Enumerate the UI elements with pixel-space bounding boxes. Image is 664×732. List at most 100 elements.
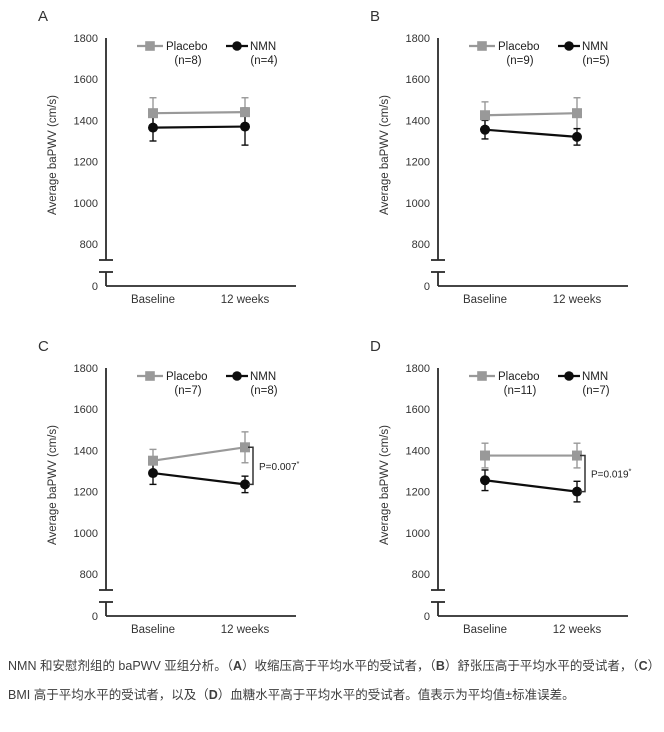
panel-a: A 1800 1600 1400 1200 1000 800 0 Baseline 12 week… [0,0,332,330]
x-category-label: Baseline [131,294,175,306]
y-tick-label: 1200 [406,157,430,169]
y-tick-label: 1600 [74,74,98,86]
legend-nmn-n: (n=8) [250,385,277,397]
p-value-asterisk: * [629,467,632,476]
panel-letter: C [38,338,49,355]
legend-placebo-n: (n=7) [174,385,201,397]
caption-panel-ref: D [208,688,218,702]
x-category-label: 12 weeks [221,624,270,636]
legend-nmn-n: (n=7) [582,385,609,397]
y-tick-label: 1000 [74,528,98,540]
y-tick-label: 1400 [406,445,430,457]
y-tick-label: 1600 [74,404,98,416]
legend-placebo-square-marker [477,371,487,381]
placebo-series-line [152,446,246,462]
panel-b: B 1800 1600 1400 1200 1000 800 0 Baseline 12 week… [332,0,664,330]
placebo-square-marker [148,108,158,119]
y-axis-title: Average baPWV (cm/s) [47,425,59,545]
x-category-label: 12 weeks [553,624,602,636]
nmn-circle-marker [148,468,158,479]
placebo-series-line [484,112,578,117]
y-tick-label: 1200 [406,487,430,499]
y-tick-label: 1000 [406,528,430,540]
nmn-circle-marker [148,122,158,133]
panel-letter: A [38,8,48,25]
nmn-series-line [484,128,578,138]
y-tick-label: 1400 [74,115,98,127]
p-value-bracket [580,454,586,493]
nmn-circle-marker [572,131,582,142]
nmn-series-line [152,125,246,129]
caption-text: ）BMI 高于平均水平的受试者，以及（ [8,659,654,702]
panel-chart-d: D 1800 1600 1400 1200 1000 800 0 Baseline 12 week… [370,338,632,636]
legend-nmn-n: (n=4) [250,55,277,67]
placebo-square-marker [572,108,582,119]
panels-grid: A 1800 1600 1400 1200 1000 800 0 Baseline 12 week… [0,0,664,660]
placebo-square-marker [572,450,582,461]
y-tick-label: 1400 [74,445,98,457]
legend-nmn-label: NMN [250,371,276,383]
y-origin-label: 0 [424,611,430,623]
y-tick-label: 1800 [74,33,98,45]
caption-panel-ref: B [435,659,445,673]
legend-nmn-circle-marker [232,371,242,381]
x-category-label: Baseline [463,294,507,306]
placebo-square-marker [240,107,250,118]
y-tick-label: 1000 [406,198,430,210]
y-tick-label: 1200 [74,157,98,169]
y-origin-label: 0 [424,281,430,293]
nmn-circle-marker [240,121,250,132]
y-origin-label: 0 [92,281,98,293]
legend-nmn-circle-marker [564,371,574,381]
placebo-square-marker [148,455,158,466]
x-category-label: 12 weeks [553,294,602,306]
legend-placebo-label: Placebo [166,371,208,383]
nmn-series-line [152,471,246,486]
figure-caption: NMN 和安慰剂组的 baPWV 亚组分析。（A）收缩压高于平均水平的受试者，（… [8,652,656,710]
placebo-square-marker [480,450,490,461]
legend-placebo-square-marker [145,41,155,51]
y-tick-label: 1000 [74,198,98,210]
panel-chart-a: A 1800 1600 1400 1200 1000 800 0 Baseline 12 week… [38,8,296,306]
caption-panel-ref: A [233,659,243,673]
nmn-circle-marker [240,479,250,490]
placebo-series-line [152,111,246,115]
caption-panel-ref: C [638,659,648,673]
y-tick-label: 800 [80,569,98,581]
placebo-square-marker [240,442,250,453]
legend-nmn-circle-marker [564,41,574,51]
x-category-label: Baseline [463,624,507,636]
legend-placebo-square-marker [477,41,487,51]
y-tick-label: 1600 [406,74,430,86]
p-value-label: P=0.019* [591,467,632,481]
y-tick-label: 1800 [406,33,430,45]
panel-letter: D [370,338,381,355]
legend-nmn-label: NMN [250,41,276,53]
panel-c: C 1800 1600 1400 1200 1000 800 0 Baseline 12 week… [0,330,332,660]
panel-chart-b: B 1800 1600 1400 1200 1000 800 0 Baseline 12 week… [370,8,628,306]
legend-placebo-square-marker [145,371,155,381]
y-tick-label: 1200 [74,487,98,499]
legend-nmn-label: NMN [582,41,608,53]
caption-text: NMN 和安慰剂组的 baPWV 亚组分析。（ [8,659,234,673]
x-category-label: 12 weeks [221,294,270,306]
legend-nmn-label: NMN [582,371,608,383]
y-axis-title: Average baPWV (cm/s) [379,95,391,215]
y-tick-label: 800 [412,239,430,251]
legend-placebo-n: (n=9) [506,55,533,67]
legend-placebo-label: Placebo [498,41,540,53]
y-axis-title: Average baPWV (cm/s) [47,95,59,215]
caption-text: ）血糖水平高于平均水平的受试者。值表示为平均值±标准误差。 [217,688,575,702]
x-category-label: Baseline [131,624,175,636]
p-value-bracket [248,446,254,486]
y-origin-label: 0 [92,611,98,623]
p-value-label: P=0.007* [259,459,300,473]
y-tick-label: 1800 [74,363,98,375]
legend-nmn-n: (n=5) [582,55,609,67]
caption-text: ）舒张压高于平均水平的受试者，（ [444,659,639,673]
y-tick-label: 1400 [406,115,430,127]
y-tick-label: 1600 [406,404,430,416]
legend-placebo-label: Placebo [498,371,540,383]
panel-d: D 1800 1600 1400 1200 1000 800 0 Baseline 12 week… [332,330,664,660]
p-value-asterisk: * [297,459,300,468]
